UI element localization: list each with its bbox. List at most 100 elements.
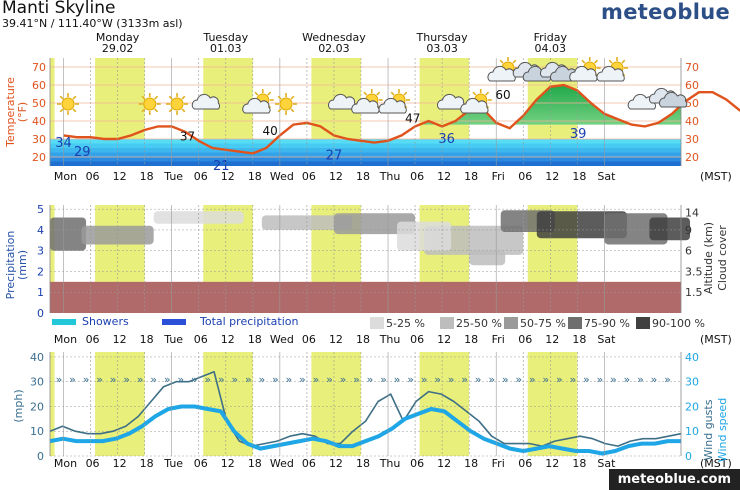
altitude-tick: 1.5 <box>685 286 703 299</box>
wind-tick-left: 40 <box>30 351 44 364</box>
wind-direction-arrow: » <box>610 373 617 386</box>
time-tick-label: Fri <box>492 333 505 346</box>
precip-tick: 3 <box>37 245 44 258</box>
cloud-class-swatch <box>504 317 518 329</box>
wind-speed-line <box>49 404 681 456</box>
wind-direction-arrow: » <box>299 373 306 386</box>
cloud-layer <box>81 225 154 245</box>
time-tick-label: Fri <box>492 457 505 470</box>
precip-tick: 0 <box>37 307 44 320</box>
timezone-label: (MST) <box>700 457 732 470</box>
location-coordinates: 39.41°N / 111.40°W (3133m asl) <box>2 17 183 30</box>
brand-logo[interactable]: meteoblue <box>601 0 730 24</box>
precip-tick: 1 <box>37 286 44 299</box>
temp-tick-left: 40 <box>32 115 46 128</box>
timezone-label: (MST) <box>700 170 732 183</box>
time-tick-label: Mon <box>54 333 77 346</box>
sun-ray <box>181 95 186 100</box>
cloud-class-swatch <box>440 317 454 329</box>
wind-tick-right: 10 <box>685 425 699 438</box>
altitude-tick: 6 <box>685 245 692 258</box>
footer-link[interactable]: meteoblue.com <box>608 469 740 490</box>
wind-direction-arrow: » <box>407 373 414 386</box>
wind-direction-arrow: » <box>597 373 604 386</box>
temp-min-label: 36 <box>438 132 455 147</box>
wind-speed-axis-label: Wind speed <box>716 398 729 462</box>
time-tick-label: 18 <box>140 333 154 346</box>
wind-direction-arrow: » <box>421 373 428 386</box>
showers-legend-label: Showers <box>82 315 129 328</box>
temp-min-label: 29 <box>74 145 91 160</box>
wind-direction-arrow: » <box>191 373 198 386</box>
time-tick-label: 18 <box>572 333 586 346</box>
cloud-layer <box>649 217 691 241</box>
showers-legend-swatch <box>52 319 76 325</box>
wind-direction-arrow: » <box>488 373 495 386</box>
sun-ray <box>363 91 368 96</box>
sun-icon <box>279 97 293 111</box>
temp-max-label: 60 <box>495 88 510 102</box>
time-tick-label: 18 <box>464 333 478 346</box>
weather-icons <box>57 57 688 115</box>
wind-direction-arrow: » <box>637 373 644 386</box>
time-tick-label: 12 <box>329 170 343 183</box>
time-tick-label: 06 <box>518 170 532 183</box>
time-tick-label: 12 <box>545 333 559 346</box>
time-tick-label: 06 <box>86 333 100 346</box>
precip-tick: 2 <box>37 265 44 278</box>
cloud-layer <box>50 217 87 251</box>
precip-axis-label: Precipitation <box>4 231 17 300</box>
cloud-layer <box>397 221 452 251</box>
cold-band <box>50 161 681 166</box>
time-tick-label: 18 <box>248 170 262 183</box>
time-tick-label: Thu <box>379 333 401 346</box>
time-tick-label: Sat <box>597 333 616 346</box>
sun-ray <box>594 59 599 64</box>
day-date: 03.03 <box>426 42 458 55</box>
total-precip-legend-swatch <box>162 319 186 325</box>
wind-direction-arrow: » <box>204 373 211 386</box>
wind-direction-arrow: » <box>83 373 90 386</box>
sun-icon <box>170 97 184 111</box>
cloud-layer <box>469 250 506 266</box>
time-tick-label: Tue <box>163 333 183 346</box>
cloud-class-label: 50-75 % <box>520 317 566 330</box>
cloud-icon <box>659 91 688 108</box>
sun-ray <box>581 59 586 64</box>
cloud-class-swatch <box>568 317 582 329</box>
wind-direction-arrow: » <box>394 373 401 386</box>
wind-direction-arrow: » <box>542 373 549 386</box>
sun-ray <box>499 59 504 64</box>
time-tick-label: 18 <box>140 170 154 183</box>
wind-direction-arrow: » <box>56 373 63 386</box>
wind-direction-arrow: » <box>380 373 387 386</box>
time-tick-label: 06 <box>86 457 100 470</box>
temp-max-label: 47 <box>405 111 420 125</box>
wind-direction-arrow: » <box>340 373 347 386</box>
wind-direction-arrow: » <box>583 373 590 386</box>
wind-direction-arrow: » <box>326 373 333 386</box>
cloud-icon <box>627 93 657 110</box>
time-tick-label: 18 <box>572 170 586 183</box>
wind-direction-arrow: » <box>177 373 184 386</box>
time-tick-label: 06 <box>302 170 316 183</box>
time-tick-label: 12 <box>221 457 235 470</box>
day-name: Friday <box>534 31 568 44</box>
time-tick-label: 18 <box>356 170 370 183</box>
time-tick-label: 06 <box>518 333 532 346</box>
time-tick-label: 18 <box>356 457 370 470</box>
time-tick-label: 12 <box>113 333 127 346</box>
altitude-tick: 3.5 <box>685 265 703 278</box>
cloud-class-label: 90-100 % <box>652 317 705 330</box>
wind-direction-arrow: » <box>569 373 576 386</box>
daylight-band <box>419 352 470 456</box>
day-date: 29.02 <box>102 42 134 55</box>
wind-tick-right: 30 <box>685 376 699 389</box>
sun-ray <box>72 95 77 100</box>
temp-tick-left: 20 <box>32 151 46 164</box>
precip-axis-unit: (mm) <box>16 250 29 280</box>
wind-gusts-line <box>49 371 682 447</box>
sun-ray <box>621 59 626 64</box>
time-tick-label: 06 <box>410 457 424 470</box>
cold-band <box>50 157 681 162</box>
